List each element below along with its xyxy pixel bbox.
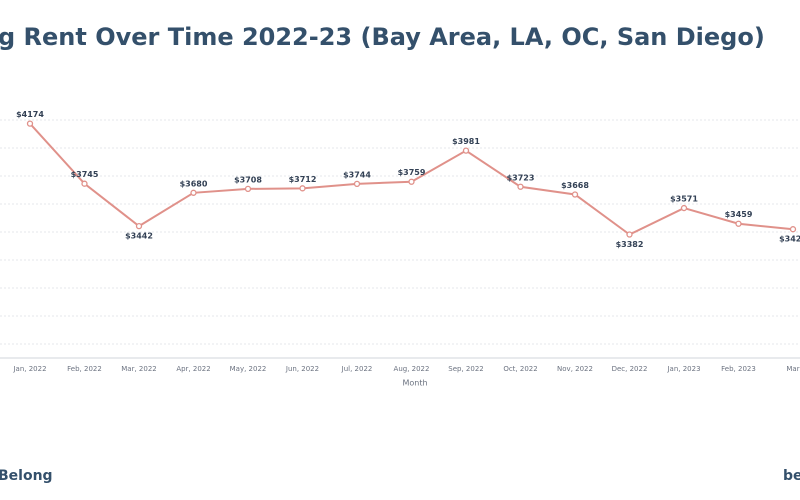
x-tick-label: Oct, 2022 [503,365,537,373]
point [789,226,797,233]
value-label: $4174 [16,110,44,119]
point [735,220,742,227]
x-tick-label: Dec, 2022 [612,365,648,373]
x-tick-label: Aug, 2022 [394,365,430,373]
point [190,189,197,196]
point [517,183,524,190]
point [299,185,306,192]
value-label: $3420 [779,235,800,244]
x-axis-label: Month [402,379,427,388]
x-tick-label: Feb, 2022 [67,365,102,373]
value-label: $3680 [180,179,208,188]
point [353,180,361,187]
x-tick-label: Mar [786,365,799,373]
point [244,185,252,193]
x-tick-label: Apr, 2022 [176,365,210,373]
value-label: $3442 [125,232,153,241]
x-tick-label: Jan, 2023 [666,365,700,373]
x-tick-label: Jul, 2022 [341,365,373,373]
point [26,120,34,127]
point [462,147,470,154]
footer-left: Belong [0,468,53,484]
x-tick-label: Jun, 2022 [285,365,319,373]
value-label: $3723 [507,173,535,182]
value-label: $3668 [561,181,589,190]
point [81,180,88,187]
point [408,178,415,185]
value-label: $3745 [71,170,99,179]
point [680,204,688,212]
value-label: $3759 [398,168,426,177]
point [135,222,143,230]
value-label: $3981 [452,137,480,146]
x-tick-label: Mar, 2022 [121,365,156,373]
x-tick-label: Feb, 2023 [721,365,756,373]
value-label: $3571 [670,195,698,204]
value-label: $3708 [234,175,262,184]
chart-title: g Rent Over Time 2022-23 (Bay Area, LA, … [0,23,765,51]
point [571,191,579,198]
value-label: $3744 [343,170,371,179]
x-tick-label: Sep, 2022 [448,365,483,373]
mask [0,386,800,406]
value-label: $3382 [616,240,644,249]
x-tick-label: Jan, 2022 [12,365,46,373]
x-tick-label: May, 2022 [230,365,267,373]
footer-right: be [783,468,800,484]
x-tick-label: Nov, 2022 [557,365,593,373]
point [626,231,633,238]
value-label: $3459 [725,210,753,219]
value-label: $3712 [289,175,317,184]
